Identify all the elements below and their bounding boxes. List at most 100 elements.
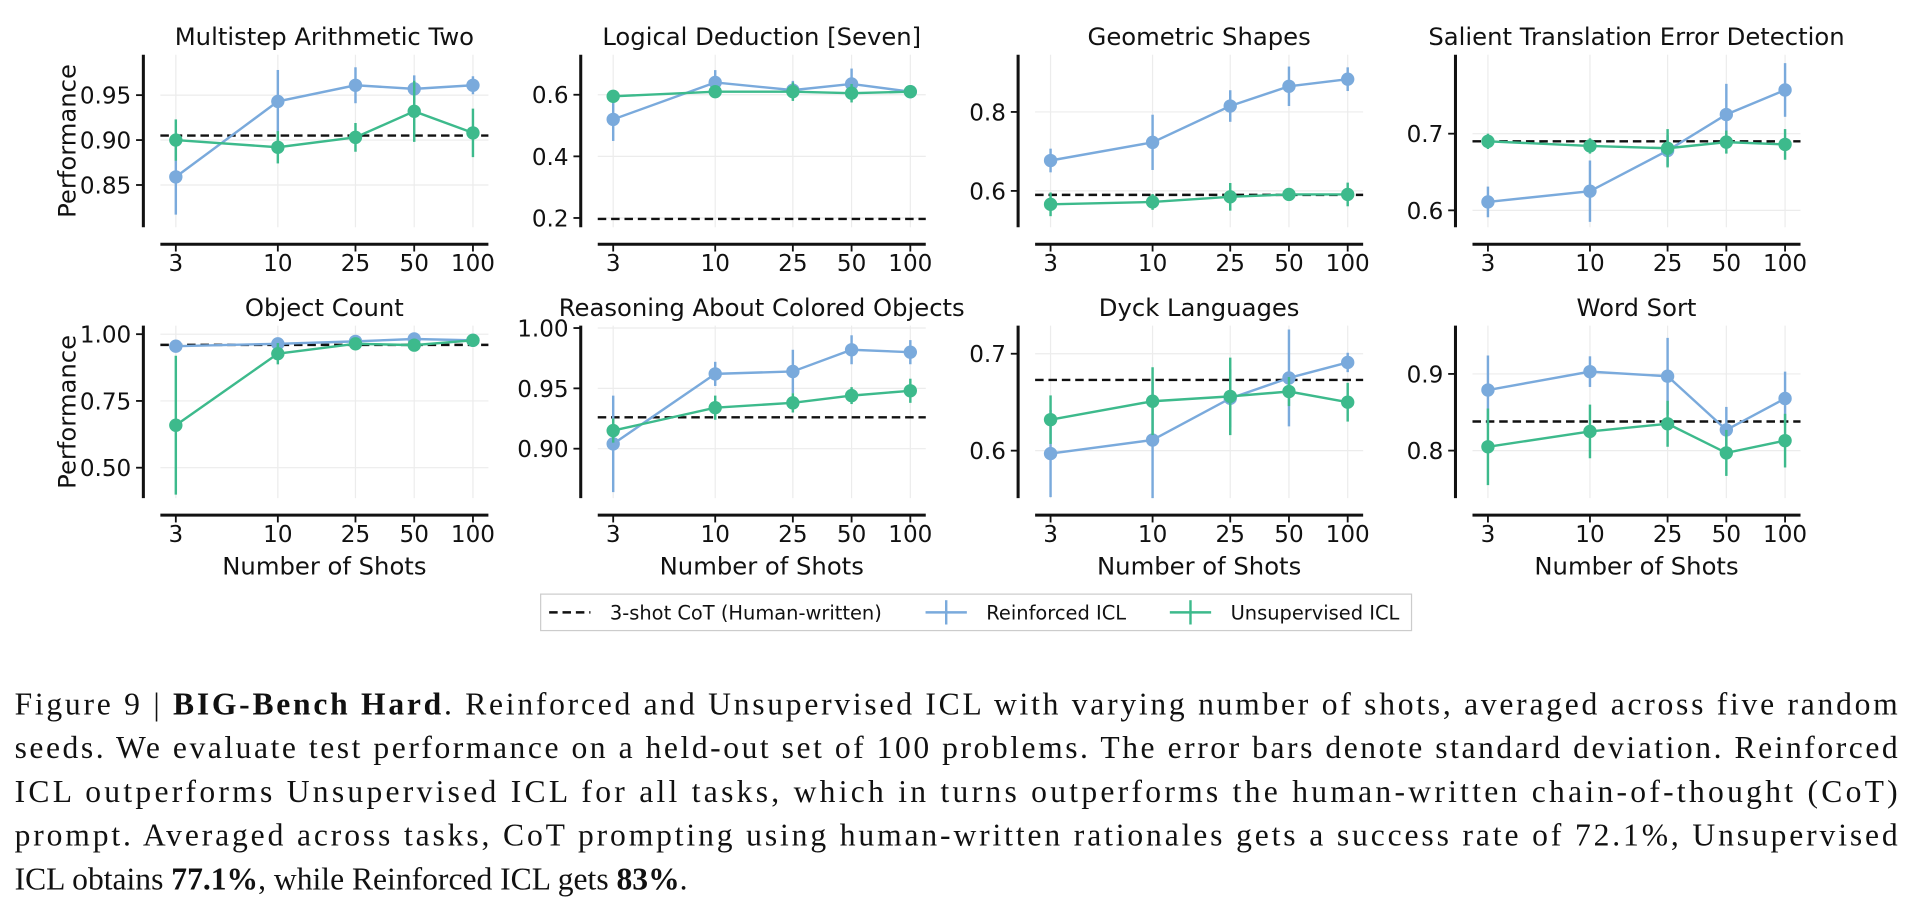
y-tick-label: 0.2: [532, 206, 569, 232]
data-point: [1145, 433, 1160, 447]
data-point: [348, 337, 363, 351]
x-tick-label: 50: [400, 251, 429, 277]
y-tick-label: 1.00: [517, 317, 568, 343]
data-point: [1043, 197, 1058, 212]
data-point: [903, 384, 918, 398]
x-tick-label: 3: [168, 522, 183, 548]
data-point: [1481, 440, 1495, 454]
data-point: [466, 333, 480, 347]
y-tick-label: 0.7: [969, 342, 1006, 368]
data-point: [169, 170, 183, 184]
data-point: [169, 339, 183, 353]
data-point: [1481, 383, 1495, 397]
caption-run: ICL obtains: [15, 861, 172, 896]
x-tick-label: 100: [1763, 251, 1807, 277]
data-point: [1282, 187, 1296, 202]
caption-run: .: [680, 861, 688, 896]
caption-run: . Reinforced and Unsupervised ICL with v…: [444, 686, 1898, 721]
x-tick-label: 50: [837, 522, 866, 548]
x-tick-label: 25: [1216, 522, 1245, 548]
data-point: [1660, 369, 1675, 383]
x-tick-label: 25: [1653, 522, 1682, 548]
caption-run: ICL outperforms Unsupervised ICL for all…: [15, 774, 1898, 809]
x-tick-label: 3: [1481, 522, 1496, 548]
data-point: [1778, 137, 1792, 152]
x-tick-label: 10: [263, 522, 292, 548]
x-tick-label: 100: [451, 251, 495, 277]
chart-title: Salient Translation Error Detection: [1428, 22, 1844, 51]
x-tick-label: 25: [778, 251, 807, 277]
x-tick-label: 50: [1274, 522, 1303, 548]
caption: Figure 9 | BIG-Bench Hard. Reinforced an…: [15, 686, 1899, 896]
data-point: [348, 78, 363, 92]
legend-label: 3-shot CoT (Human-written): [610, 602, 882, 625]
data-point: [1583, 424, 1597, 439]
data-point: [1778, 83, 1792, 97]
y-tick-label: 0.6: [969, 179, 1006, 205]
caption-line: Figure 9 | BIG-Bench Hard. Reinforced an…: [15, 686, 1899, 721]
data-point: [1481, 195, 1495, 209]
x-tick-label: 10: [1575, 522, 1604, 548]
data-point: [1583, 364, 1597, 379]
data-point: [708, 400, 722, 415]
x-tick-label: 10: [701, 251, 730, 277]
x-tick-label: 3: [606, 522, 621, 548]
y-tick-label: 0.90: [80, 129, 131, 155]
y-tick-label: 0.75: [80, 389, 131, 415]
x-tick-label: 100: [1326, 522, 1370, 548]
legend-label: Reinforced ICL: [986, 602, 1126, 625]
data-point: [1583, 139, 1597, 153]
y-tick-label: 0.6: [1407, 199, 1444, 225]
x-tick-label: 10: [1138, 522, 1167, 548]
data-point: [903, 84, 918, 99]
x-tick-label: 50: [1712, 251, 1741, 277]
data-point: [1660, 417, 1675, 431]
y-tick-label: 0.7: [1407, 122, 1444, 148]
data-point: [903, 345, 918, 359]
data-point: [271, 94, 285, 109]
data-point: [1778, 391, 1792, 406]
caption-run: seeds. We evaluate test performance on a…: [15, 730, 1898, 765]
data-point: [1583, 184, 1597, 198]
caption-run: , while Reinforced ICL gets: [258, 861, 616, 896]
data-point: [348, 130, 363, 145]
data-point: [786, 84, 800, 99]
data-point: [169, 133, 183, 147]
series-line: [1050, 361, 1349, 455]
x-axis-label: Number of Shots: [1097, 552, 1301, 581]
series-line: [612, 81, 911, 121]
y-tick-label: 0.95: [80, 84, 131, 110]
chart-title: Word Sort: [1577, 293, 1697, 322]
x-tick-label: 10: [263, 251, 292, 277]
data-point: [407, 104, 421, 118]
data-point: [606, 112, 620, 127]
series-line: [1487, 88, 1786, 204]
series-line: [1050, 77, 1348, 162]
x-tick-label: 10: [701, 522, 730, 548]
series-line: [613, 90, 911, 98]
x-tick-label: 25: [341, 522, 370, 548]
data-point: [1223, 190, 1237, 204]
x-tick-label: 10: [1575, 251, 1604, 277]
data-point: [1778, 433, 1792, 448]
legend-label: Unsupervised ICL: [1231, 602, 1400, 625]
data-point: [1341, 72, 1355, 86]
series-line: [175, 339, 474, 427]
chart-title: Object Count: [245, 293, 404, 322]
data-point: [1719, 446, 1734, 460]
legend-box: [540, 593, 1413, 632]
x-tick-label: 3: [168, 251, 183, 277]
y-tick-label: 0.95: [517, 377, 568, 403]
legend: 3-shot CoT (Human-written) Reinforced ICL…: [540, 593, 1413, 632]
y-tick-label: 0.90: [517, 437, 568, 463]
x-tick-label: 50: [400, 522, 429, 548]
data-point: [1145, 394, 1160, 408]
data-point: [1660, 141, 1675, 155]
x-tick-label: 3: [606, 251, 621, 277]
caption-run: Figure 9 |: [15, 686, 171, 721]
data-point: [271, 346, 285, 361]
caption-line: seeds. We evaluate test performance on a…: [15, 730, 1898, 765]
data-point: [606, 423, 620, 438]
chart-title: Reasoning About Colored Objects: [559, 293, 965, 322]
